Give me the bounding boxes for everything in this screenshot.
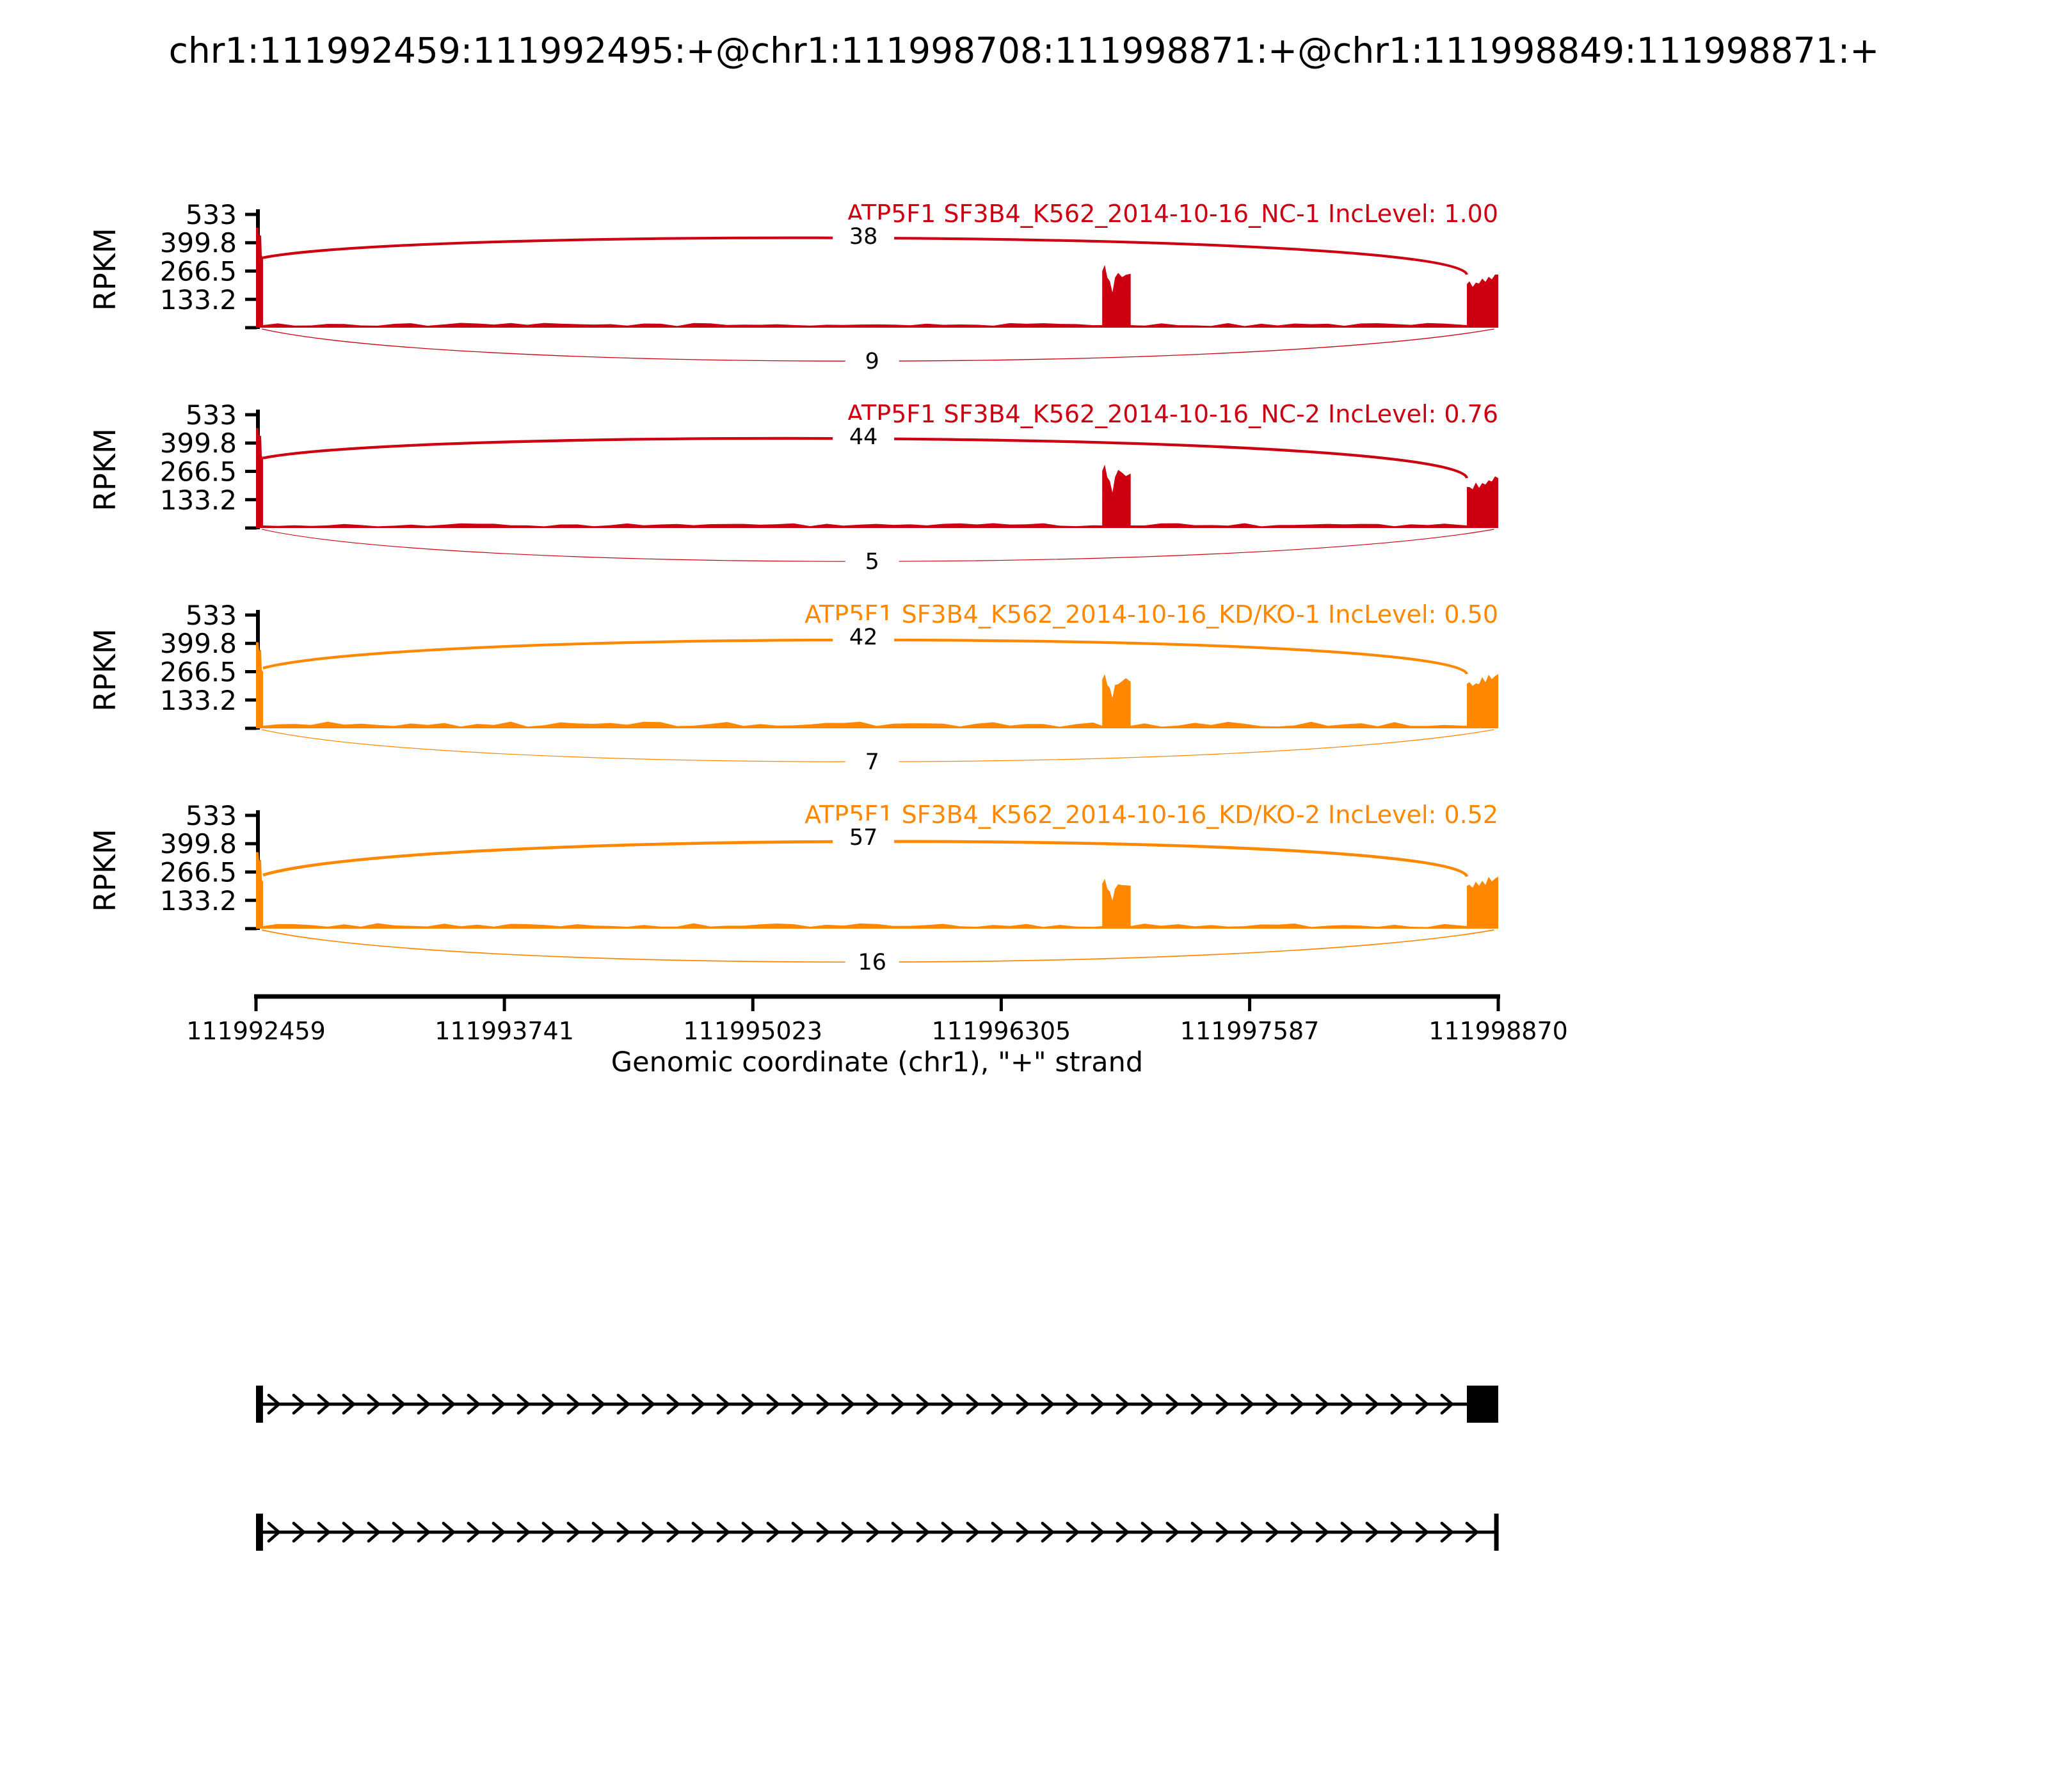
junction-count-gap — [833, 420, 895, 451]
y-tick-label: 399.8 — [160, 828, 237, 860]
y-tick-label: 133.2 — [160, 484, 237, 516]
exon-box — [256, 1514, 263, 1551]
y-tick-label: 133.2 — [160, 685, 237, 716]
x-tick-label: 111993741 — [435, 1017, 574, 1045]
gene-models — [256, 1386, 1499, 1551]
isoform-2-model — [256, 1514, 1499, 1551]
junction-count-gap — [845, 547, 899, 575]
skipping-junction-count: 7 — [865, 749, 879, 775]
y-tick-label: 533 — [186, 600, 237, 631]
track-title: ATP5F1 SF3B4_K562_2014-10-16_NC-2 IncLev… — [847, 400, 1498, 428]
x-axis: 111992459 111993741 111995023 111996305 1119… — [186, 994, 1568, 1078]
inclusion-junction-arc — [262, 840, 1469, 877]
track-title: ATP5F1 SF3B4_K562_2014-10-16_NC-1 IncLev… — [847, 200, 1498, 228]
strand-direction-arrows — [267, 1521, 1480, 1543]
inclusion-junction-arc — [262, 436, 1469, 479]
y-axis-title: RPKM — [88, 228, 122, 311]
inclusion-junction-arc — [262, 638, 1469, 675]
x-tick-label: 111997587 — [1180, 1017, 1320, 1045]
y-tick-label: 533 — [186, 399, 237, 431]
inclusion-junction-count: 42 — [849, 625, 878, 650]
skipping-junction-count: 9 — [865, 349, 879, 374]
y-tick-label: 533 — [186, 199, 237, 230]
y-tick-label: 266.5 — [160, 857, 237, 888]
y-tick-label: 399.8 — [160, 628, 237, 659]
exon-box — [1494, 1514, 1499, 1551]
inclusion-junction-count: 38 — [849, 224, 878, 250]
junction-count-gap — [845, 347, 899, 375]
y-tick-label: 533 — [186, 800, 237, 831]
y-axis-title: RPKM — [88, 829, 122, 912]
inclusion-junction-arc — [262, 236, 1468, 276]
y-tick-label: 399.8 — [160, 428, 237, 459]
skipping-junction-count: 5 — [865, 549, 879, 575]
junction-count-gap — [833, 820, 895, 851]
junction-count-gap — [833, 220, 895, 250]
y-tick-label: 133.2 — [160, 885, 237, 916]
track-title: ATP5F1 SF3B4_K562_2014-10-16_KD/KO-2 Inc… — [804, 801, 1498, 829]
x-tick-label: 111992459 — [186, 1017, 326, 1045]
skipping-junction-count: 16 — [858, 950, 886, 975]
inclusion-junction-count: 44 — [849, 424, 878, 450]
y-tick-label: 399.8 — [160, 227, 237, 259]
plot-title: chr1:111992459:111992495:+@chr1:11199870… — [169, 30, 1880, 71]
x-axis-title: Genomic coordinate (chr1), "+" strand — [611, 1046, 1143, 1078]
isoform-1-model — [256, 1386, 1498, 1423]
x-tick-label: 111995023 — [684, 1017, 823, 1045]
junction-count-gap — [845, 948, 899, 976]
y-axis-title: RPKM — [88, 428, 122, 511]
x-tick-label: 111996305 — [932, 1017, 1071, 1045]
exon-box — [256, 1386, 263, 1423]
track-title: ATP5F1 SF3B4_K562_2014-10-16_KD/KO-1 Inc… — [804, 600, 1498, 628]
junction-count-gap — [845, 748, 899, 776]
junction-count-gap — [833, 620, 895, 651]
y-tick-label: 133.2 — [160, 284, 237, 316]
strand-direction-arrows — [267, 1393, 1455, 1415]
y-tick-label: 266.5 — [160, 256, 237, 287]
inclusion-junction-count: 57 — [849, 825, 878, 851]
exon-box — [1467, 1386, 1498, 1423]
x-tick-label: 111998870 — [1428, 1017, 1568, 1045]
y-axis-title: RPKM — [88, 628, 122, 712]
y-tick-label: 266.5 — [160, 657, 237, 688]
y-tick-label: 266.5 — [160, 456, 237, 488]
